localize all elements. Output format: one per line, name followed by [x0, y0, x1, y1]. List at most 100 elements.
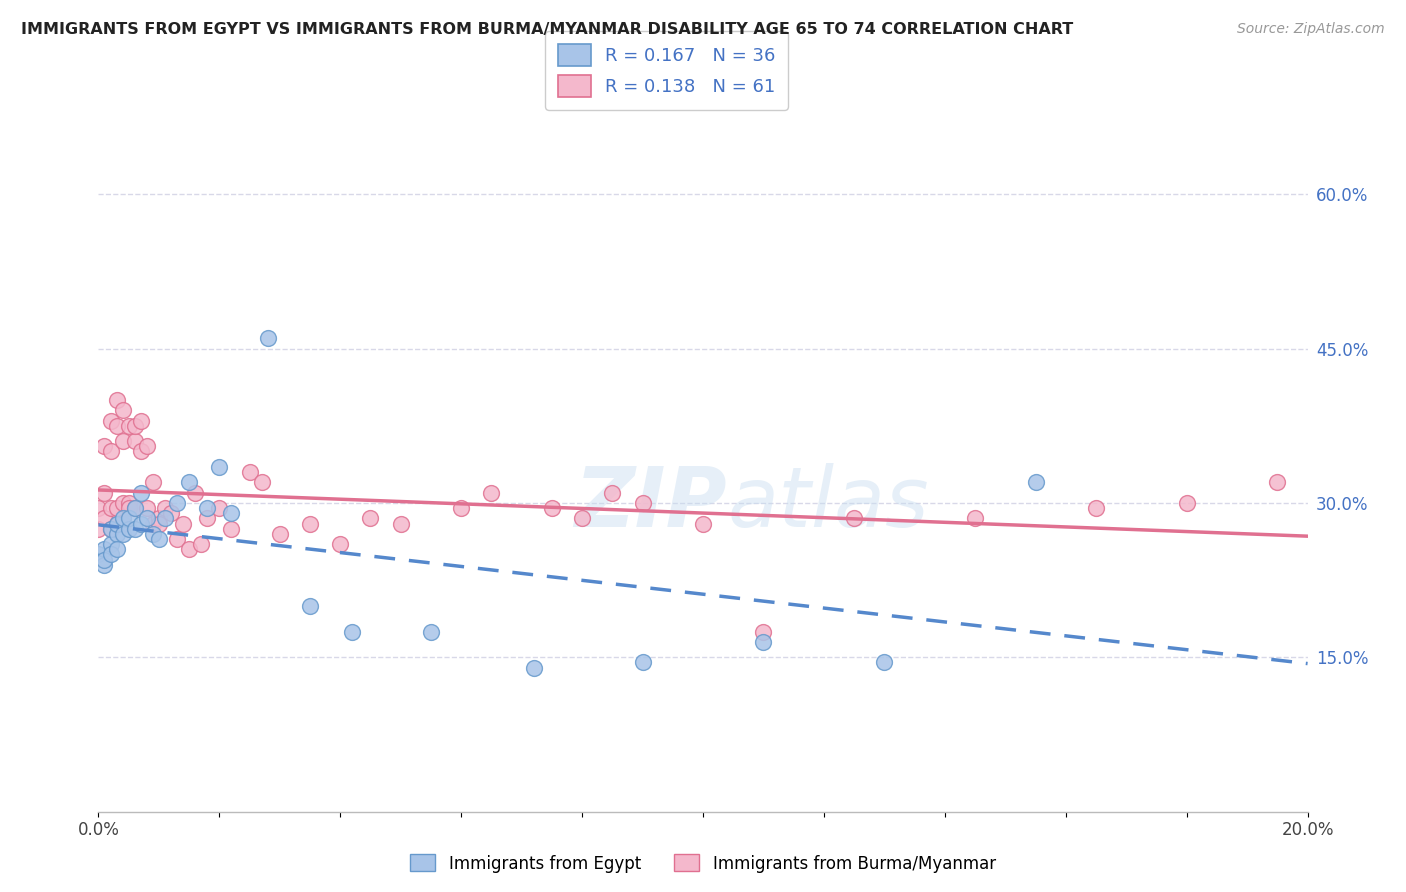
Point: [221, 506, 243, 520]
Point: [844, 511, 866, 525]
Point: [184, 485, 207, 500]
Point: [752, 624, 775, 639]
Point: [179, 475, 201, 490]
Point: [166, 496, 188, 510]
Point: [148, 532, 170, 546]
Text: atlas: atlas: [727, 464, 929, 544]
Point: [100, 537, 122, 551]
Point: [965, 511, 987, 525]
Point: [142, 475, 165, 490]
Point: [87, 501, 110, 516]
Point: [87, 548, 110, 562]
Point: [602, 485, 624, 500]
Point: [135, 511, 157, 525]
Point: [124, 522, 146, 536]
Point: [1267, 475, 1289, 490]
Point: [100, 501, 122, 516]
Point: [118, 511, 141, 525]
Point: [299, 599, 322, 613]
Point: [190, 537, 212, 551]
Point: [100, 522, 122, 536]
Point: [221, 522, 243, 536]
Point: [153, 511, 176, 525]
Text: IMMIGRANTS FROM EGYPT VS IMMIGRANTS FROM BURMA/MYANMAR DISABILITY AGE 65 TO 74 C: IMMIGRANTS FROM EGYPT VS IMMIGRANTS FROM…: [21, 22, 1073, 37]
Text: Source: ZipAtlas.com: Source: ZipAtlas.com: [1237, 22, 1385, 37]
Point: [481, 485, 503, 500]
Legend: Immigrants from Egypt, Immigrants from Burma/Myanmar: Immigrants from Egypt, Immigrants from B…: [404, 847, 1002, 880]
Point: [1175, 496, 1198, 510]
Point: [111, 496, 134, 510]
Legend: R = 0.167   N = 36, R = 0.138   N = 61: R = 0.167 N = 36, R = 0.138 N = 61: [546, 31, 787, 110]
Point: [208, 501, 231, 516]
Point: [105, 516, 128, 531]
Point: [111, 434, 134, 449]
Point: [1024, 475, 1046, 490]
Point: [118, 418, 141, 433]
Point: [135, 501, 157, 516]
Point: [523, 660, 546, 674]
Point: [93, 558, 115, 572]
Point: [93, 552, 115, 566]
Point: [540, 501, 562, 516]
Point: [166, 532, 188, 546]
Point: [93, 485, 115, 500]
Point: [129, 485, 152, 500]
Point: [631, 496, 654, 510]
Point: [329, 537, 352, 551]
Point: [105, 392, 128, 407]
Point: [342, 624, 364, 639]
Point: [1085, 501, 1108, 516]
Point: [692, 516, 714, 531]
Point: [111, 511, 134, 525]
Point: [195, 501, 218, 516]
Point: [752, 635, 775, 649]
Point: [420, 624, 443, 639]
Text: ZIP: ZIP: [575, 464, 727, 544]
Point: [124, 501, 146, 516]
Point: [208, 459, 231, 474]
Point: [148, 516, 170, 531]
Point: [93, 511, 115, 525]
Point: [250, 475, 273, 490]
Point: [105, 516, 128, 531]
Point: [111, 526, 134, 541]
Point: [571, 511, 593, 525]
Point: [389, 516, 412, 531]
Point: [87, 522, 110, 536]
Point: [148, 511, 170, 525]
Point: [105, 418, 128, 433]
Point: [129, 516, 152, 531]
Point: [100, 548, 122, 562]
Point: [100, 522, 122, 536]
Point: [129, 444, 152, 458]
Point: [256, 331, 278, 345]
Point: [299, 516, 322, 531]
Point: [142, 526, 165, 541]
Point: [118, 501, 141, 516]
Point: [124, 501, 146, 516]
Point: [142, 516, 165, 531]
Point: [631, 656, 654, 670]
Point: [111, 516, 134, 531]
Point: [135, 439, 157, 453]
Point: [873, 656, 896, 670]
Point: [239, 465, 262, 479]
Point: [105, 501, 128, 516]
Point: [100, 444, 122, 458]
Point: [160, 506, 183, 520]
Point: [93, 439, 115, 453]
Point: [124, 434, 146, 449]
Point: [118, 496, 141, 510]
Point: [111, 403, 134, 417]
Point: [450, 501, 472, 516]
Point: [153, 501, 176, 516]
Point: [269, 526, 291, 541]
Point: [118, 522, 141, 536]
Point: [172, 516, 194, 531]
Point: [195, 511, 218, 525]
Point: [360, 511, 382, 525]
Point: [105, 542, 128, 557]
Point: [100, 414, 122, 428]
Point: [105, 526, 128, 541]
Point: [129, 414, 152, 428]
